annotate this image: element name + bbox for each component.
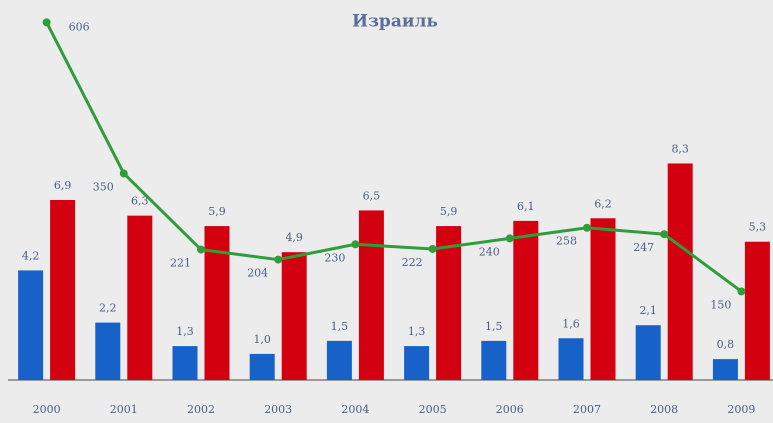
x-tick-label: 2006 bbox=[496, 403, 524, 416]
x-tick-label: 2005 bbox=[419, 403, 447, 416]
line-marker bbox=[274, 255, 283, 264]
line-value-label: 240 bbox=[479, 245, 500, 258]
value-label: 1,6 bbox=[562, 317, 580, 330]
bar bbox=[667, 163, 693, 380]
bar bbox=[513, 220, 539, 380]
value-label: 2,1 bbox=[639, 304, 657, 317]
value-label: 6,3 bbox=[131, 195, 149, 208]
bar bbox=[281, 252, 307, 380]
value-label: 1,5 bbox=[331, 320, 349, 333]
x-tick-label: 2001 bbox=[110, 403, 138, 416]
value-label: 6,1 bbox=[517, 200, 535, 213]
value-label: 1,0 bbox=[253, 333, 271, 346]
line-marker bbox=[660, 230, 669, 239]
value-label: 1,5 bbox=[485, 320, 503, 333]
x-tick-label: 2003 bbox=[264, 403, 292, 416]
bar bbox=[558, 338, 584, 380]
bar bbox=[18, 270, 44, 380]
bar bbox=[436, 226, 462, 380]
line-marker bbox=[583, 223, 591, 232]
bar bbox=[95, 322, 121, 380]
value-label: 1,3 bbox=[408, 325, 426, 338]
line-marker bbox=[197, 245, 205, 254]
bar bbox=[712, 359, 738, 380]
value-label: 2,2 bbox=[99, 302, 117, 315]
line-marker bbox=[119, 169, 128, 178]
value-label: 1,3 bbox=[176, 325, 194, 338]
bar bbox=[404, 346, 430, 380]
bar bbox=[127, 215, 153, 380]
line-value-label: 247 bbox=[633, 241, 654, 254]
line-value-label: 222 bbox=[402, 256, 423, 269]
line-value-label: 221 bbox=[170, 257, 191, 270]
bar bbox=[590, 218, 616, 380]
line-value-label: 350 bbox=[93, 180, 114, 193]
bar bbox=[172, 346, 198, 380]
line-marker bbox=[351, 240, 360, 249]
bar bbox=[249, 353, 275, 380]
value-label: 6,9 bbox=[54, 179, 72, 192]
x-tick-label: 2002 bbox=[187, 403, 215, 416]
value-label: 5,9 bbox=[440, 205, 458, 218]
line-marker bbox=[428, 244, 437, 253]
value-label: 5,9 bbox=[208, 205, 226, 218]
chart-title: Израиль bbox=[352, 12, 438, 32]
bar bbox=[326, 340, 352, 380]
x-tick-label: 2007 bbox=[573, 403, 601, 416]
value-label: 4,9 bbox=[285, 231, 303, 244]
line-value-label: 258 bbox=[556, 235, 577, 248]
value-label: 6,5 bbox=[363, 189, 381, 202]
value-label: 6,2 bbox=[594, 197, 612, 210]
x-tick-label: 2004 bbox=[341, 403, 369, 416]
value-label: 5,3 bbox=[749, 221, 767, 234]
bar bbox=[50, 200, 76, 380]
value-label: 8,3 bbox=[671, 142, 689, 155]
line bbox=[45, 21, 743, 293]
bar bbox=[744, 241, 770, 380]
bar bbox=[481, 340, 507, 380]
bar bbox=[635, 325, 661, 380]
line-marker bbox=[505, 234, 514, 243]
line-value-label: 606 bbox=[69, 20, 90, 33]
line-value-label: 150 bbox=[710, 298, 731, 311]
line-value-label: 204 bbox=[247, 267, 268, 280]
bar bbox=[358, 210, 384, 380]
value-label: 4,2 bbox=[22, 249, 40, 262]
x-tick-label: 2000 bbox=[33, 403, 61, 416]
line-marker bbox=[42, 18, 51, 27]
line-marker bbox=[737, 287, 746, 296]
x-tick-label: 2009 bbox=[727, 403, 755, 416]
x-tick-label: 2008 bbox=[650, 403, 678, 416]
value-label: 0,8 bbox=[717, 338, 735, 351]
line-value-label: 230 bbox=[324, 251, 345, 264]
